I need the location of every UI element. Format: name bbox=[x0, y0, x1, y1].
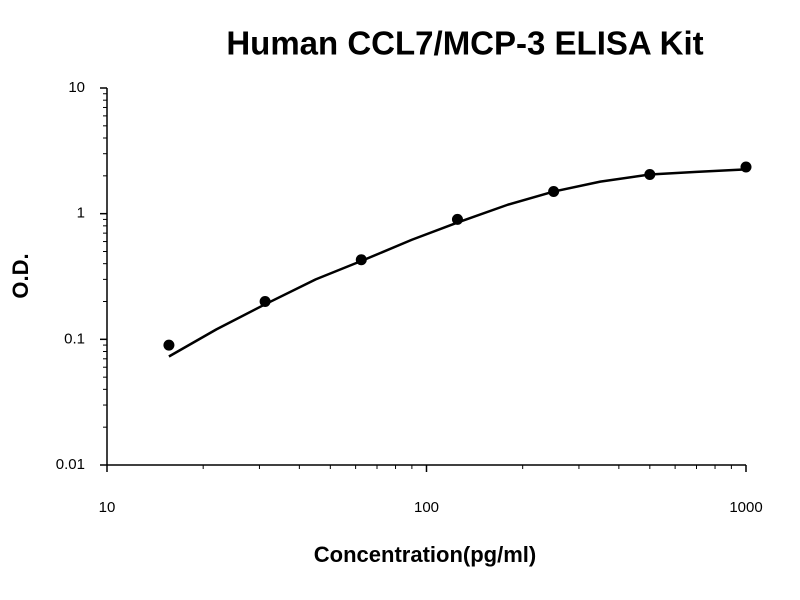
y-tick-label: 0.1 bbox=[64, 330, 85, 347]
y-tick-label: 10 bbox=[68, 79, 85, 96]
data-point bbox=[740, 161, 752, 173]
fit-curve bbox=[168, 168, 747, 358]
x-tick-label: 100 bbox=[414, 499, 439, 516]
x-tick-label: 1000 bbox=[729, 499, 762, 516]
chart-title: Human CCL7/MCP-3 ELISA Kit bbox=[226, 25, 703, 62]
x-tick-label: 10 bbox=[99, 499, 116, 516]
y-tick-label: 0.01 bbox=[56, 456, 85, 473]
y-axis-label: O.D. bbox=[8, 253, 33, 298]
y-tick-label: 1 bbox=[77, 205, 85, 222]
x-axis-label: Concentration(pg/ml) bbox=[314, 542, 536, 567]
data-point bbox=[163, 339, 175, 351]
